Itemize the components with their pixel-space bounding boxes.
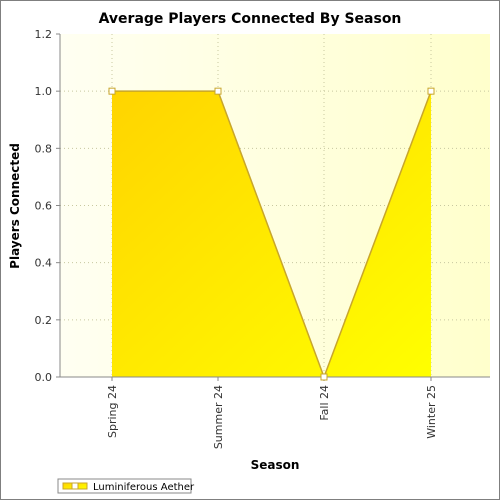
y-tick-label: 0.0 [35, 371, 53, 384]
y-tick-label: 0.8 [35, 142, 53, 155]
legend: Luminiferous Aether [57, 478, 195, 494]
x-tick-label: Winter 25 [425, 385, 438, 439]
data-point [108, 87, 116, 95]
data-point [320, 373, 328, 381]
data-markers [108, 87, 435, 381]
x-axis-title: Season [251, 458, 300, 472]
y-axis-title: Players Connected [8, 143, 22, 269]
data-point [214, 87, 222, 95]
y-tick-label: 0.6 [35, 200, 53, 213]
y-tick-label: 0.4 [35, 257, 53, 270]
y-ticks: 0.0 0.2 0.4 0.6 0.8 1.0 1.2 [35, 28, 60, 384]
x-tick-label: Summer 24 [212, 385, 225, 449]
series-line [112, 90, 432, 380]
y-tick-label: 0.2 [35, 314, 53, 327]
y-tick-label: 1.2 [35, 28, 53, 41]
legend-label: Luminiferous Aether [93, 482, 195, 493]
data-point [427, 87, 435, 95]
x-tick-label: Spring 24 [106, 385, 119, 438]
chart-title: Average Players Connected By Season [99, 11, 402, 27]
x-tick-label: Fall 24 [318, 385, 331, 421]
y-tick-label: 1.0 [35, 85, 53, 98]
x-ticks: Spring 24 Summer 24 Fall 24 Winter 25 [106, 377, 438, 449]
legend-marker [71, 482, 79, 490]
legend-box [57, 478, 192, 494]
series-area [112, 90, 432, 380]
